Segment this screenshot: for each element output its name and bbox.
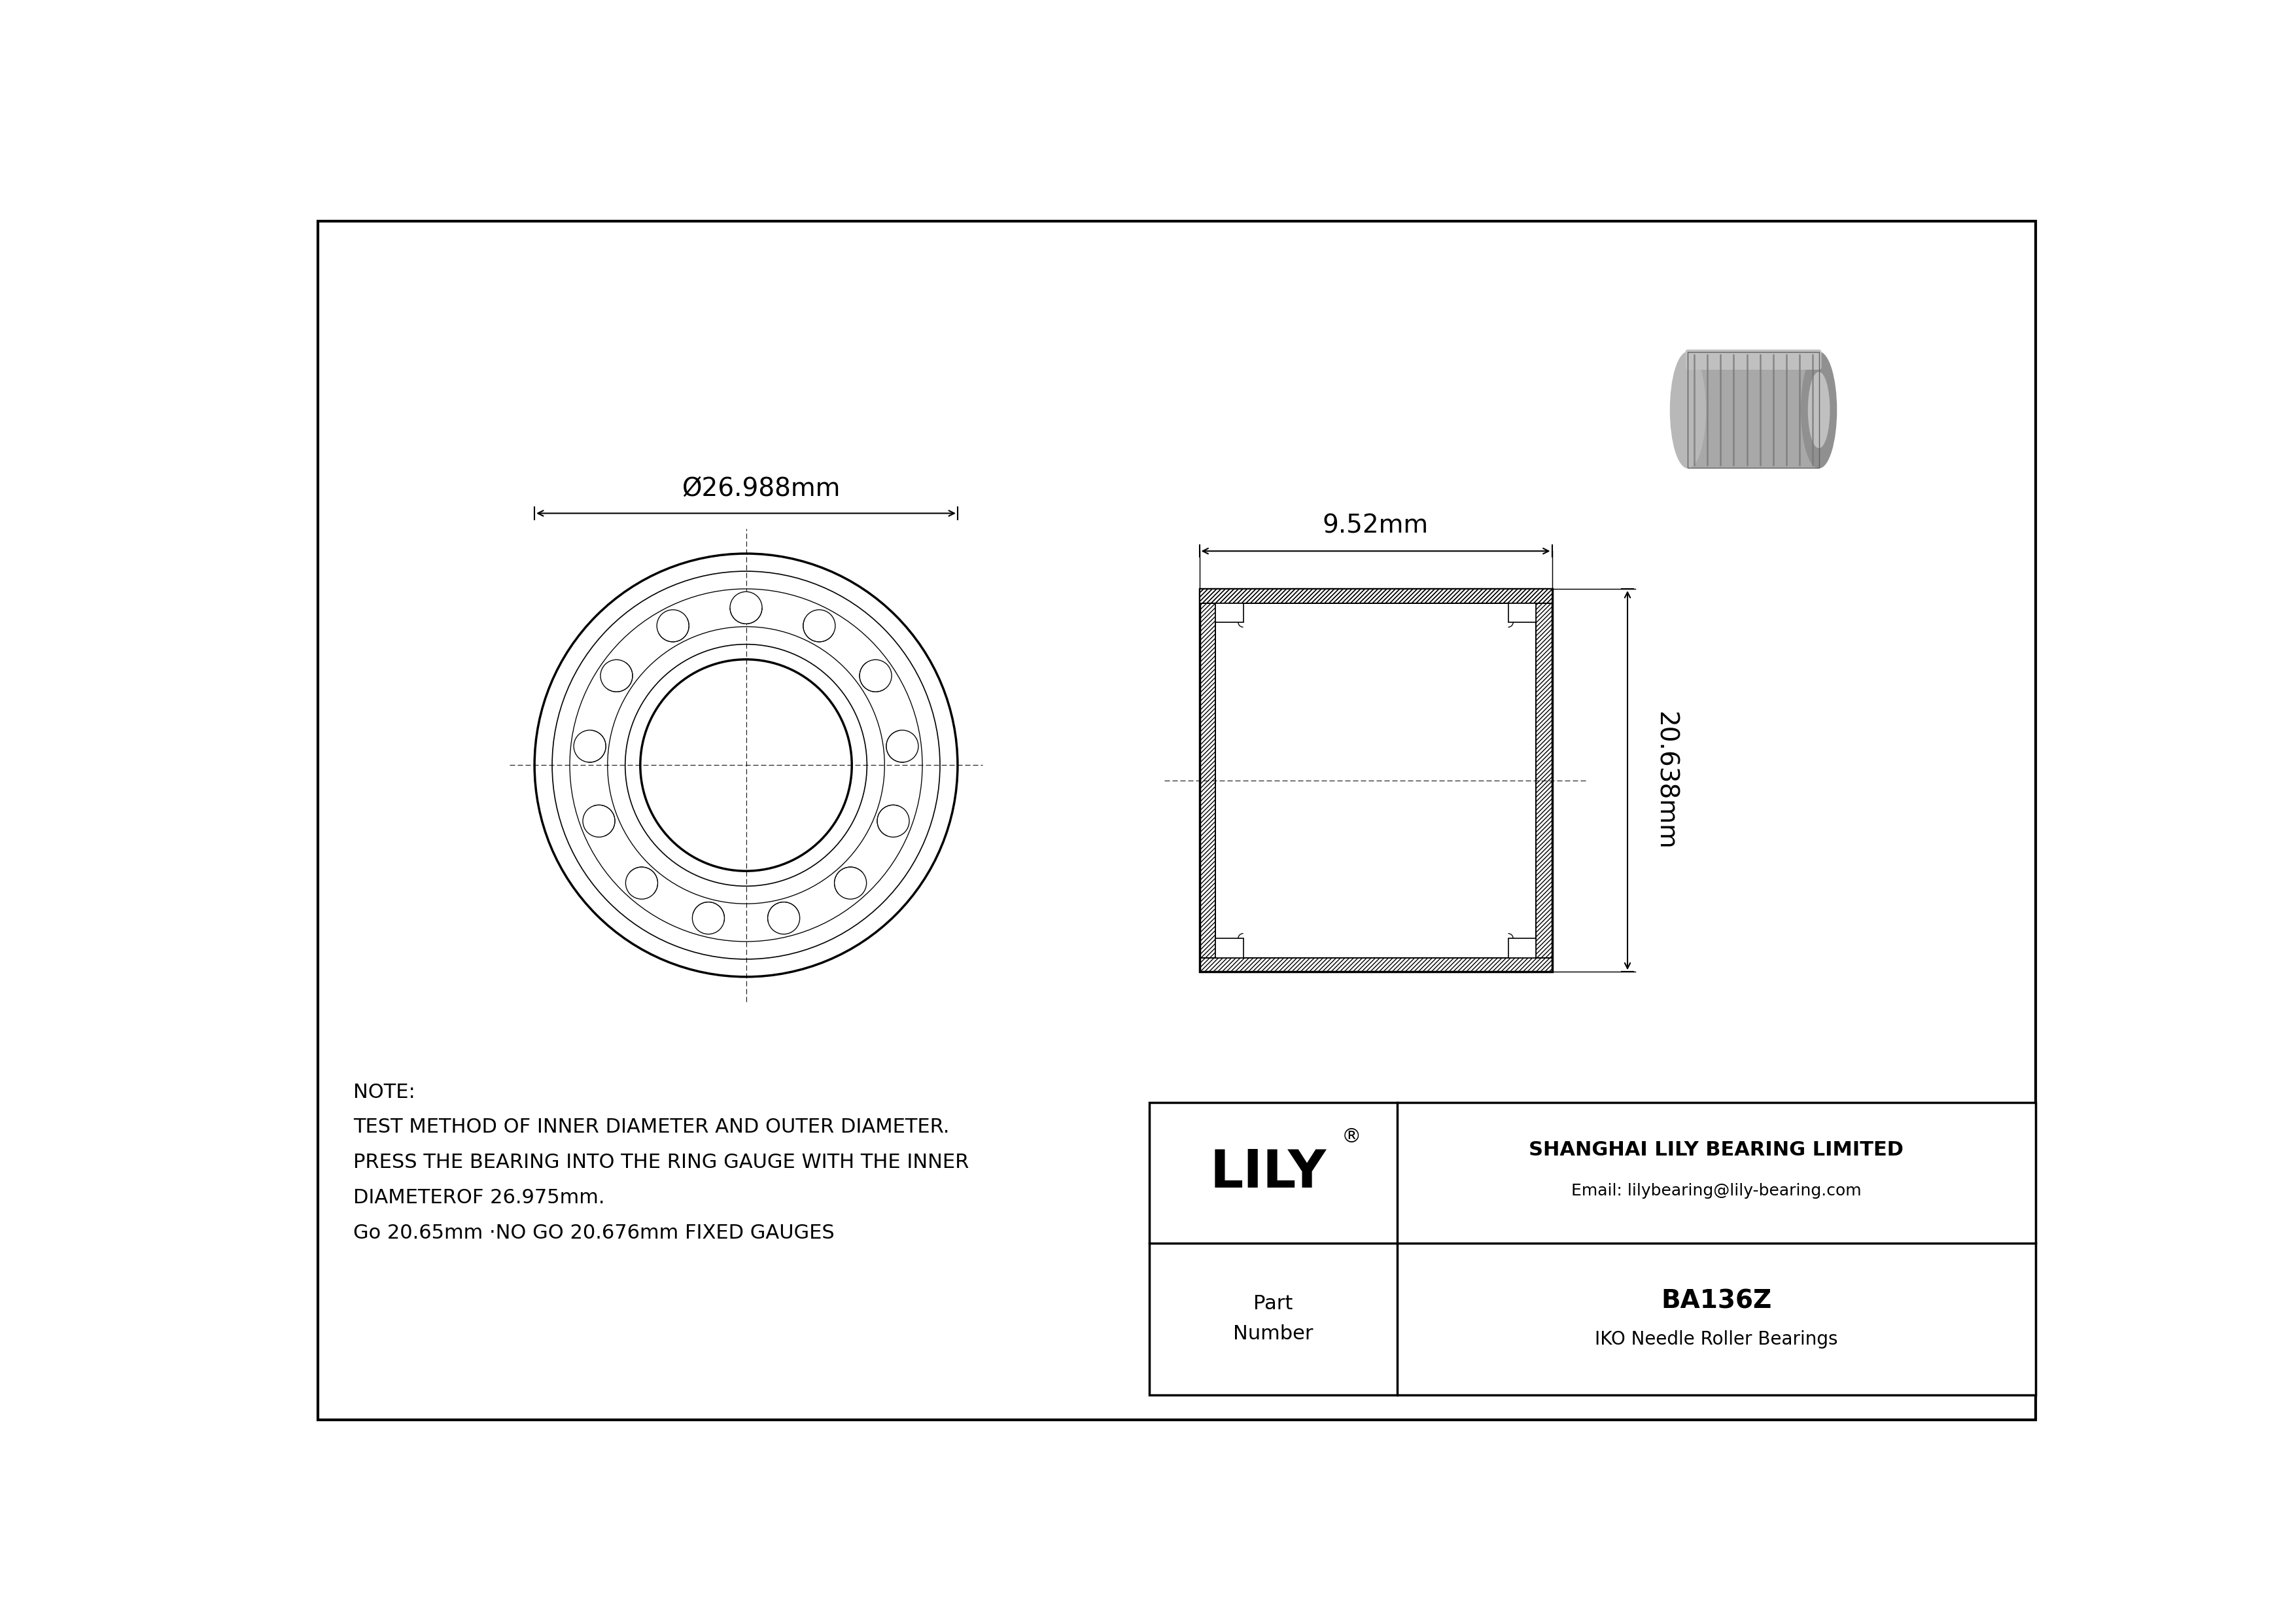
FancyBboxPatch shape: [1685, 349, 1821, 370]
Ellipse shape: [1809, 372, 1830, 448]
Bar: [1215, 603, 1242, 622]
Ellipse shape: [1802, 352, 1837, 468]
Bar: [1148, 1103, 2037, 1395]
Bar: [1199, 958, 1552, 971]
Text: Go 20.65mm ·NO GO 20.676mm FIXED GAUGES: Go 20.65mm ·NO GO 20.676mm FIXED GAUGES: [354, 1223, 833, 1242]
Text: NOTE:: NOTE:: [354, 1083, 416, 1101]
Bar: [1199, 590, 1552, 603]
Text: LILY: LILY: [1210, 1148, 1327, 1199]
Text: Part: Part: [1254, 1294, 1293, 1314]
Circle shape: [833, 867, 866, 900]
Text: PRESS THE BEARING INTO THE RING GAUGE WITH THE INNER: PRESS THE BEARING INTO THE RING GAUGE WI…: [354, 1153, 969, 1173]
Text: DIAMETEROF 26.975mm.: DIAMETEROF 26.975mm.: [354, 1189, 604, 1207]
Circle shape: [886, 731, 918, 762]
Ellipse shape: [1669, 352, 1706, 468]
Bar: [1199, 590, 1552, 603]
Circle shape: [657, 609, 689, 641]
Text: SHANGHAI LILY BEARING LIMITED: SHANGHAI LILY BEARING LIMITED: [1529, 1140, 1903, 1160]
Circle shape: [574, 731, 606, 762]
Bar: [1199, 590, 1552, 603]
Circle shape: [583, 806, 615, 836]
Text: Email: lilybearing@lily-bearing.com: Email: lilybearing@lily-bearing.com: [1570, 1182, 1862, 1199]
Circle shape: [804, 609, 836, 641]
Text: BA136Z: BA136Z: [1660, 1289, 1773, 1314]
Bar: [1536, 603, 1552, 958]
Circle shape: [730, 591, 762, 624]
Text: 9.52mm: 9.52mm: [1322, 513, 1428, 539]
Bar: [1508, 603, 1536, 622]
Text: IKO Needle Roller Bearings: IKO Needle Roller Bearings: [1596, 1330, 1837, 1348]
Bar: [1688, 352, 1818, 468]
Text: TEST METHOD OF INNER DIAMETER AND OUTER DIAMETER.: TEST METHOD OF INNER DIAMETER AND OUTER …: [354, 1117, 948, 1137]
Text: Ø26.988mm: Ø26.988mm: [682, 476, 840, 500]
Circle shape: [602, 659, 634, 692]
Bar: [1508, 939, 1536, 958]
Circle shape: [535, 554, 957, 976]
Bar: [1199, 590, 1552, 971]
Bar: [1199, 603, 1215, 958]
Circle shape: [877, 806, 909, 836]
Bar: [1688, 352, 1818, 468]
Text: ®: ®: [1341, 1127, 1362, 1147]
Bar: [1215, 939, 1242, 958]
Circle shape: [859, 659, 891, 692]
Text: 20.638mm: 20.638mm: [1653, 711, 1678, 849]
Circle shape: [625, 867, 657, 900]
Circle shape: [693, 901, 726, 934]
Circle shape: [767, 901, 799, 934]
Text: Number: Number: [1233, 1325, 1313, 1343]
